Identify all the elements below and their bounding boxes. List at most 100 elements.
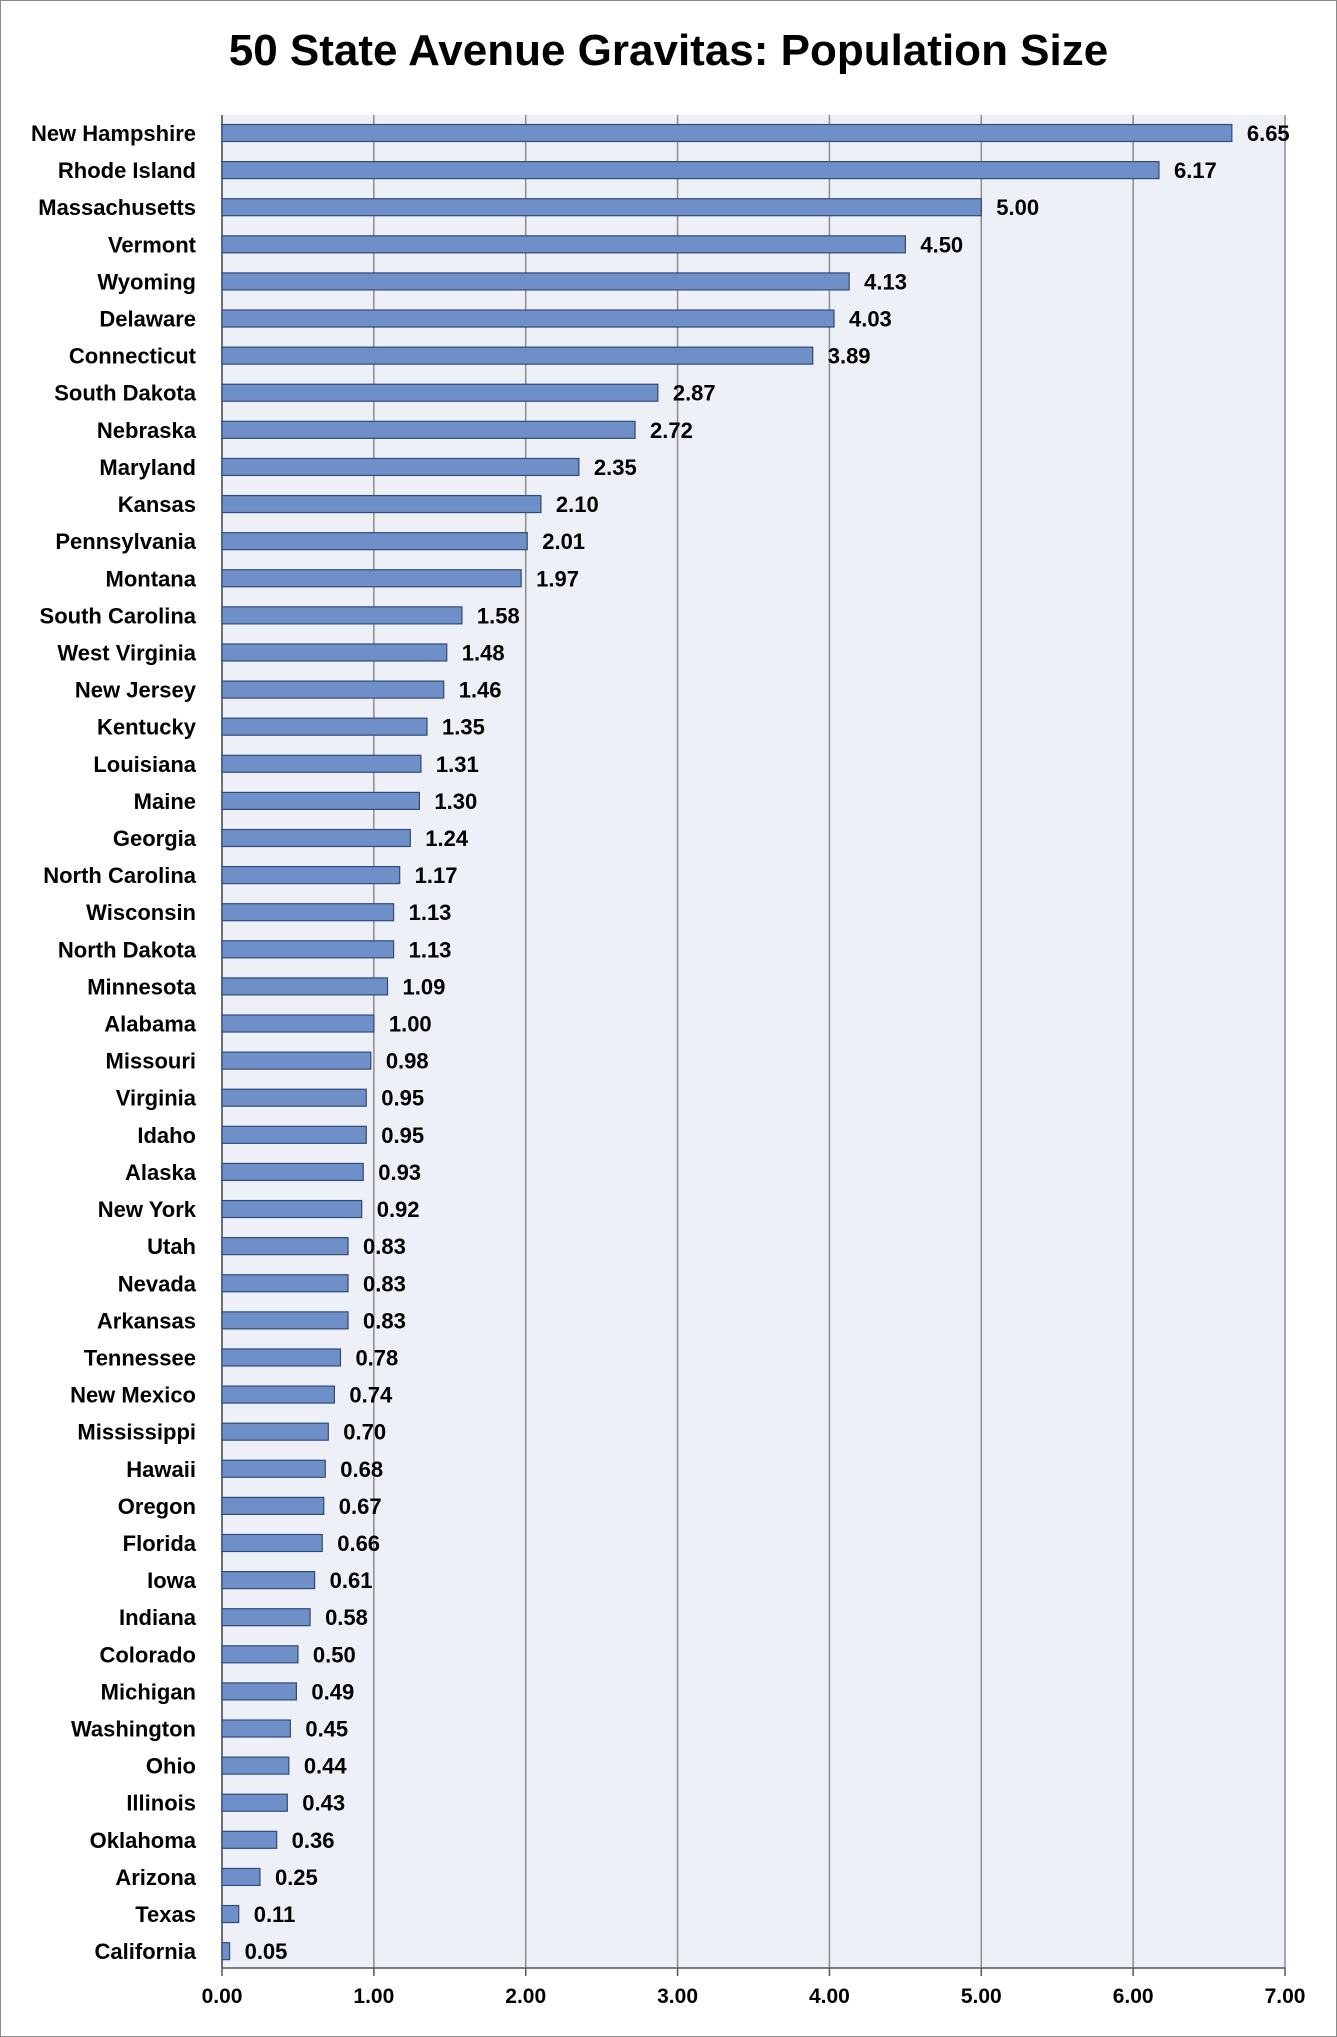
value-label: 0.67 [339, 1494, 382, 1519]
bar [221, 235, 906, 254]
category-label: Washington [71, 1717, 196, 1742]
bar [221, 1274, 349, 1293]
value-label: 0.83 [363, 1271, 406, 1296]
value-label: 6.65 [1247, 121, 1290, 146]
value-label: 0.43 [302, 1791, 345, 1816]
bar [221, 903, 395, 922]
category-label: Iowa [147, 1568, 197, 1593]
category-label: Arizona [115, 1865, 196, 1890]
value-label: 0.50 [313, 1642, 356, 1667]
bar [221, 123, 1233, 143]
value-label: 2.72 [650, 418, 693, 443]
value-label: 0.95 [381, 1123, 424, 1148]
bar [221, 1311, 349, 1330]
value-label: 0.98 [386, 1049, 429, 1074]
value-label: 1.13 [409, 900, 452, 925]
category-label: Kentucky [97, 715, 197, 740]
category-label: Vermont [108, 232, 197, 257]
bar [221, 1088, 367, 1107]
bar [221, 1756, 290, 1775]
category-label: Minnesota [87, 974, 197, 999]
value-label: 0.83 [363, 1234, 406, 1259]
bar [221, 1385, 335, 1404]
x-tick-label: 7.00 [1265, 1985, 1306, 2008]
bar [221, 1422, 329, 1441]
value-label: 0.11 [254, 1902, 296, 1927]
value-label: 4.50 [920, 232, 963, 257]
value-label: 3.89 [828, 344, 871, 369]
value-label: 0.83 [363, 1308, 406, 1333]
value-label: 1.97 [536, 566, 579, 591]
category-label: Alabama [104, 1012, 196, 1037]
value-label: 0.58 [325, 1605, 368, 1630]
value-label: 1.35 [442, 715, 485, 740]
value-label: 0.95 [381, 1086, 424, 1111]
category-label: West Virginia [57, 640, 196, 665]
bar [221, 1867, 261, 1887]
bar [221, 1942, 231, 1961]
category-label: Colorado [99, 1642, 196, 1667]
category-label: Missouri [106, 1049, 196, 1074]
value-label: 2.35 [594, 455, 637, 480]
bar [221, 532, 528, 551]
bar [221, 1496, 325, 1515]
value-label: 0.92 [377, 1197, 420, 1222]
value-label: 0.78 [355, 1345, 398, 1370]
bar [221, 717, 428, 736]
category-label: Nevada [118, 1271, 197, 1296]
bars [221, 123, 1233, 1961]
bar [221, 1645, 299, 1664]
bar [221, 346, 814, 365]
category-label: Maryland [99, 455, 196, 480]
value-label: 1.48 [462, 640, 505, 665]
value-label: 0.66 [337, 1531, 380, 1556]
category-label: Hawaii [126, 1457, 196, 1482]
bar [221, 1719, 291, 1738]
value-label: 1.30 [434, 789, 477, 814]
bar [221, 1162, 364, 1182]
value-label: 0.36 [292, 1828, 335, 1853]
bar [221, 569, 522, 588]
category-label: Pennsylvania [55, 529, 196, 554]
bar [221, 457, 580, 477]
bar [221, 1682, 298, 1701]
category-label: Montana [106, 566, 197, 591]
category-label: Ohio [146, 1754, 196, 1779]
value-label: 0.70 [343, 1420, 386, 1445]
bar [221, 1459, 326, 1478]
bar [221, 828, 411, 848]
x-tick-label: 3.00 [657, 1985, 698, 2008]
x-tick-label: 5.00 [961, 1985, 1002, 2008]
category-label: Wyoming [97, 269, 196, 294]
bar [221, 977, 389, 996]
category-label: California [95, 1939, 197, 1964]
value-label: 1.09 [403, 974, 446, 999]
category-label: Illinois [126, 1791, 196, 1816]
category-label: Kansas [118, 492, 196, 517]
value-label: 0.61 [330, 1568, 373, 1593]
x-tick-label: 6.00 [1113, 1985, 1154, 2008]
category-label: Utah [147, 1234, 196, 1259]
value-label: 0.49 [311, 1679, 354, 1704]
category-label: Oklahoma [90, 1828, 197, 1853]
value-label: 2.10 [556, 492, 599, 517]
bar [221, 1830, 278, 1849]
bar [221, 754, 422, 773]
category-label: New Hampshire [31, 121, 196, 146]
category-label: Idaho [137, 1123, 196, 1148]
category-label: South Dakota [54, 381, 197, 406]
category-label: Connecticut [69, 344, 197, 369]
bar [221, 1237, 349, 1256]
bar [221, 494, 542, 514]
category-label: New Mexico [70, 1383, 196, 1408]
bar [221, 1014, 375, 1033]
category-label: Rhode Island [58, 158, 196, 183]
bar [221, 1348, 342, 1367]
category-label: Delaware [99, 307, 196, 332]
category-label: Oregon [118, 1494, 196, 1519]
category-label: Mississippi [77, 1420, 196, 1445]
category-label: Virginia [116, 1086, 197, 1111]
bar [221, 791, 421, 810]
bar [221, 1608, 311, 1627]
bar [221, 383, 659, 402]
